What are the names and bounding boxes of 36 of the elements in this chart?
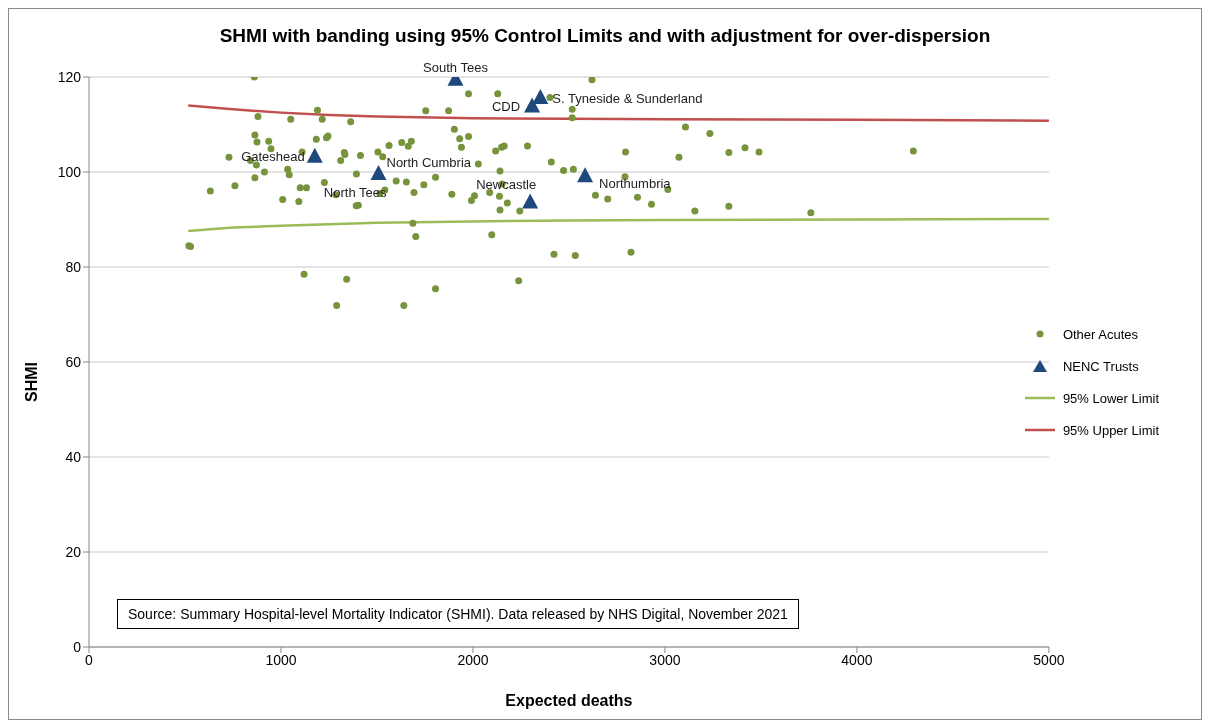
- line-series: [187, 217, 1049, 233]
- point: [522, 193, 539, 209]
- line-series: [187, 104, 1049, 122]
- annotation: Northumbria: [599, 175, 672, 191]
- x-tick-label: 4000: [841, 651, 873, 668]
- annotation: Gateshead: [241, 149, 305, 165]
- annotation: CDD: [491, 99, 521, 115]
- chart-title: SHMI with banding using 95% Control Limits and with adjustment for over-dispersion: [218, 25, 992, 47]
- point: [524, 97, 541, 113]
- legend-label: 95% Lower Limit: [1062, 390, 1159, 406]
- x-tick-label: 5000: [1033, 651, 1065, 668]
- y-tick-label: 120: [57, 68, 82, 85]
- legend-label: NENC Trusts: [1062, 358, 1139, 374]
- point: [306, 147, 323, 163]
- y-tick-label: 80: [65, 258, 82, 275]
- legend-label: Other Acutes: [1062, 326, 1139, 342]
- x-tick-label: 3000: [649, 651, 681, 668]
- annotation: Source: Summary Hospital-level Mortality Indicator (SHMI). Data released by NHS Digital, November 2021: [117, 599, 799, 629]
- x-axis-title: Expected deaths: [505, 692, 633, 710]
- annotation: S. Tyneside & Sunderland: [552, 90, 703, 106]
- annotation: North Cumbria: [386, 154, 472, 170]
- y-tick-label: 60: [65, 353, 82, 370]
- point: [577, 167, 594, 183]
- legend-label: 95% Upper Limit: [1062, 422, 1159, 438]
- y-axis-title: SHMI: [22, 362, 40, 402]
- x-tick-label: 0: [85, 651, 94, 668]
- y-tick-label: 20: [65, 543, 82, 560]
- annotation: South Tees: [423, 59, 489, 75]
- x-tick-label: 1000: [265, 651, 297, 668]
- point: [532, 88, 549, 104]
- x-tick-label: 2000: [457, 651, 489, 668]
- y-tick-label: 0: [73, 638, 82, 655]
- annotation: Newcastle: [476, 177, 537, 193]
- y-tick-label: 40: [65, 448, 82, 465]
- point: [370, 164, 387, 180]
- y-tick-label: 100: [57, 163, 82, 180]
